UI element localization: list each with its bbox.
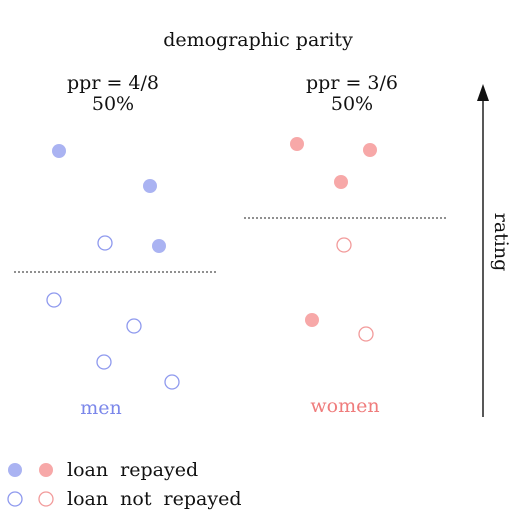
women-ppr-fraction: ppr = 3/6 xyxy=(306,72,398,94)
men-point xyxy=(97,235,113,251)
legend-filled-men-swatch xyxy=(8,463,22,477)
up-arrow-icon xyxy=(477,84,489,417)
legend-outline-men-swatch xyxy=(7,491,23,507)
women-point xyxy=(358,326,374,342)
men-point xyxy=(52,144,66,158)
legend-outline-women-swatch xyxy=(38,491,54,507)
women-point xyxy=(290,137,304,151)
women-point xyxy=(305,313,319,327)
women-point xyxy=(336,237,352,253)
legend-item-not-repayed: loan not repayed xyxy=(7,488,242,510)
men-ppr-fraction: ppr = 4/8 xyxy=(67,72,159,94)
legend-label-not-repayed: loan not repayed xyxy=(67,488,242,510)
men-points xyxy=(46,144,180,390)
men-group-label: men xyxy=(80,397,122,419)
legend-label-repayed: loan repayed xyxy=(67,459,198,481)
men-ppr-percent: 50% xyxy=(92,93,134,115)
legend-item-repayed: loan repayed xyxy=(8,459,198,481)
legend-filled-women-swatch xyxy=(39,463,53,477)
men-point xyxy=(126,318,142,334)
rating-axis-label: rating xyxy=(490,213,512,272)
legend: loan repayed loan not repayed xyxy=(7,459,242,510)
women-points xyxy=(290,137,377,342)
men-point xyxy=(152,239,166,253)
men-point xyxy=(46,292,62,308)
women-ppr-percent: 50% xyxy=(331,93,373,115)
women-point xyxy=(363,143,377,157)
men-point xyxy=(96,354,112,370)
women-group-label: women xyxy=(310,395,379,417)
men-point xyxy=(143,179,157,193)
women-point xyxy=(334,175,348,189)
men-point xyxy=(164,374,180,390)
diagram-title: demographic parity xyxy=(163,29,353,51)
